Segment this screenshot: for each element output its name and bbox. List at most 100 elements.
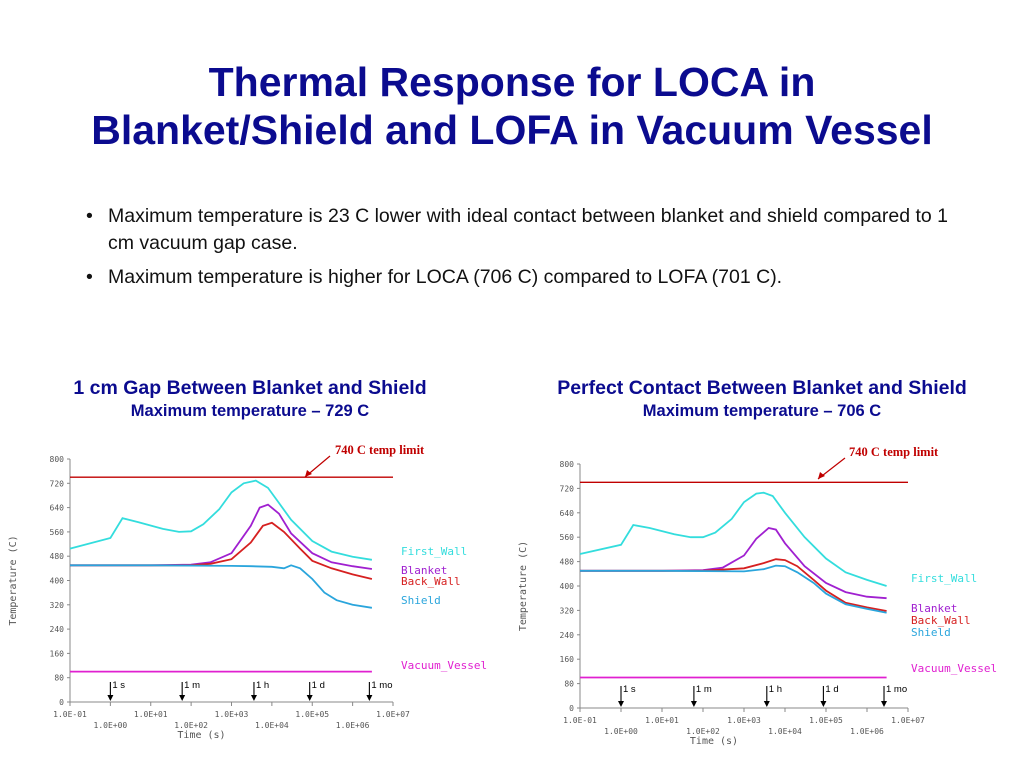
y-tick-label: 560 — [50, 528, 65, 537]
y-tick-label: 480 — [560, 558, 575, 567]
x-tick-label: 1.0E-01 — [53, 710, 87, 719]
y-tick-label: 640 — [560, 509, 575, 518]
time-marker-label: 1 m — [184, 680, 200, 691]
chart-perfect-contact: 0 80 160 240 320 400 480 560 640 720 800 1.0E-01 1.0… — [518, 445, 997, 747]
y-tick-label: 800 — [560, 460, 575, 469]
y-tick-label: 320 — [50, 601, 65, 610]
x-tick-label: 1.0E+01 — [134, 710, 168, 719]
temp-limit-arrowhead — [818, 472, 825, 479]
time-marker-label: 1 mo — [886, 684, 907, 695]
time-marker-arrowhead — [690, 701, 697, 707]
legend-entry: Back_Wall — [401, 575, 461, 588]
y-tick-label: 720 — [50, 479, 65, 488]
temp-limit-label: 740 C temp limit — [849, 445, 939, 459]
y-tick-label: 160 — [50, 649, 65, 658]
legend-entry: Vacuum_Vessel — [911, 662, 997, 675]
x-axis-title: Time (s) — [177, 730, 225, 741]
bullet-glyph: • — [86, 205, 93, 227]
legend-entry: Back_Wall — [911, 614, 971, 627]
x-tick-label: 1.0E+06 — [850, 727, 884, 736]
x-tick-label: 1.0E+05 — [295, 710, 329, 719]
y-tick-label: 720 — [560, 484, 575, 493]
legend-entry: Blanket — [911, 602, 957, 615]
x-tick-label: 1.0E+03 — [727, 716, 761, 725]
time-marker-label: 1 d — [825, 684, 838, 695]
y-axis-title: Temperature (C) — [518, 541, 529, 631]
temp-limit-label: 740 C temp limit — [335, 443, 425, 457]
y-tick-label: 80 — [564, 680, 574, 689]
x-tick-label: 1.0E+07 — [891, 716, 925, 725]
series-line-blanket — [580, 527, 887, 600]
time-marker-arrowhead — [179, 695, 186, 701]
time-marker-label: 1 h — [256, 680, 269, 691]
y-axis-title: Temperature (C) — [8, 535, 19, 625]
time-marker-arrowhead — [763, 701, 770, 707]
y-tick-label: 0 — [569, 704, 574, 713]
x-tick-label: 1.0E+03 — [215, 710, 249, 719]
bullet-text: Maximum temperature is higher for LOCA (… — [108, 266, 783, 288]
title-line-1: Thermal Response for LOCA in — [208, 59, 816, 105]
time-marker-label: 1 m — [696, 684, 712, 695]
x-tick-label: 1.0E+01 — [645, 716, 679, 725]
x-tick-label: 1.0E+04 — [768, 727, 802, 736]
time-marker-arrowhead — [250, 695, 257, 701]
x-tick-label: 1.0E-01 — [563, 716, 597, 725]
y-tick-label: 80 — [54, 674, 64, 683]
x-tick-label: 1.0E+02 — [686, 727, 720, 736]
time-marker-arrowhead — [881, 701, 888, 707]
time-marker-label: 1 h — [769, 684, 782, 695]
x-tick-label: 1.0E+06 — [336, 721, 370, 730]
y-tick-label: 480 — [50, 552, 65, 561]
x-tick-label: 1.0E+04 — [255, 721, 289, 730]
y-tick-label: 160 — [560, 655, 575, 664]
legend-entry: Vacuum_Vessel — [401, 659, 487, 672]
time-marker-arrowhead — [306, 695, 313, 701]
y-tick-label: 0 — [59, 698, 64, 707]
x-tick-label: 1.0E+00 — [604, 727, 638, 736]
x-axis-title: Time (s) — [690, 736, 738, 747]
bullet-item: • Maximum temperature is 23 C lower with… — [86, 203, 966, 257]
bullet-glyph: • — [86, 266, 93, 288]
chart-left-header: 1 cm Gap Between Blanket and Shield Maxi… — [10, 376, 490, 422]
series-line-back-wall — [580, 558, 887, 612]
y-tick-label: 240 — [50, 625, 65, 634]
legend-entry: Blanket — [401, 564, 447, 577]
x-tick-label: 1.0E+02 — [174, 721, 208, 730]
time-marker-arrowhead — [820, 701, 827, 707]
y-tick-label: 800 — [50, 455, 65, 464]
time-marker-arrowhead — [618, 701, 624, 707]
bullet-text: Maximum temperature is 23 C lower with i… — [108, 205, 949, 254]
time-marker-arrowhead — [366, 695, 373, 701]
y-tick-label: 560 — [560, 533, 575, 542]
y-tick-label: 320 — [560, 606, 575, 615]
series-line-first-wall — [69, 479, 373, 561]
slide-title: Thermal Response for LOCA in Blanket/Shi… — [0, 58, 1024, 154]
title-line-2: Blanket/Shield and LOFA in Vacuum Vessel — [91, 107, 933, 153]
x-tick-label: 1.0E+00 — [94, 721, 128, 730]
legend-entry: First_Wall — [401, 545, 467, 558]
chart-right-header: Perfect Contact Between Blanket and Shie… — [512, 376, 1012, 422]
series-line-first-wall — [579, 491, 887, 587]
time-marker-arrowhead — [107, 695, 114, 701]
chart-heading: 1 cm Gap Between Blanket and Shield — [73, 377, 427, 399]
chart-gap: 0 80 160 240 320 400 480 560 640 720 800 1.0E-01 1.0… — [8, 443, 487, 741]
time-marker-label: 1 mo — [371, 680, 392, 691]
time-marker-label: 1 d — [312, 680, 325, 691]
x-tick-label: 1.0E+07 — [376, 710, 410, 719]
y-tick-label: 240 — [560, 631, 575, 640]
legend-entry: First_Wall — [911, 572, 977, 585]
chart-subheading: Maximum temperature – 706 C — [642, 402, 882, 420]
y-tick-label: 640 — [50, 504, 65, 513]
legend-entry: Shield — [401, 594, 441, 607]
temp-limit-arrowhead — [305, 470, 312, 477]
chart-heading: Perfect Contact Between Blanket and Shie… — [557, 377, 967, 399]
legend-entry: Shield — [911, 626, 951, 639]
y-tick-label: 400 — [50, 577, 65, 586]
series-line-shield — [580, 564, 887, 614]
series-line-shield — [70, 564, 373, 609]
series-line-blanket — [70, 503, 373, 570]
bullet-item: • Maximum temperature is higher for LOCA… — [86, 264, 966, 291]
bullet-list: • Maximum temperature is 23 C lower with… — [86, 203, 966, 298]
x-tick-label: 1.0E+05 — [809, 716, 843, 725]
time-marker-label: 1 s — [112, 680, 125, 691]
